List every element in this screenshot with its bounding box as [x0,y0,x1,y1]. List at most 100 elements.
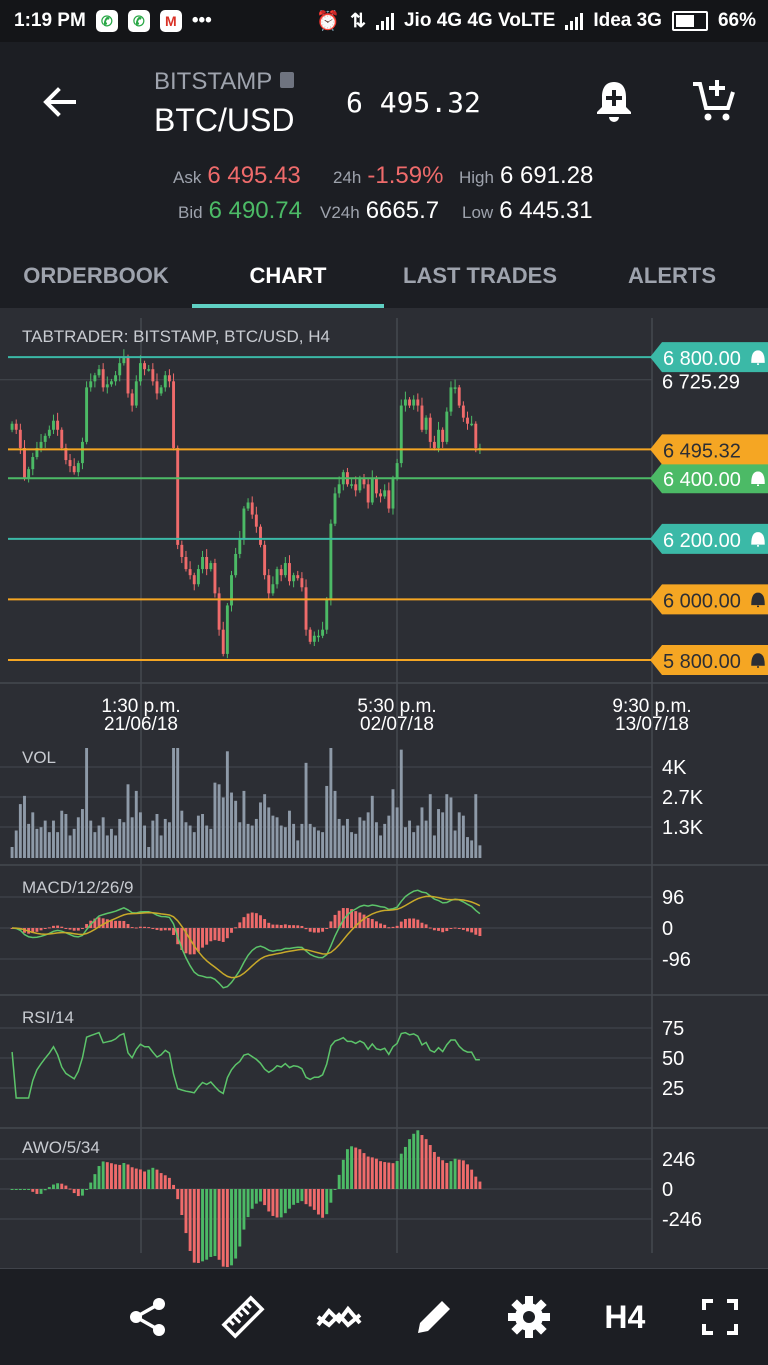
macd-histogram-bar [35,928,39,932]
awo-histogram-bar [283,1189,287,1214]
candle-body [408,399,411,406]
volume-bar [325,785,329,858]
awo-histogram-bar [362,1153,366,1189]
volume-bar [449,797,453,858]
rsi-line [11,1031,480,1099]
volume-bar [176,748,180,858]
awo-histogram-bar [118,1164,122,1189]
candle-body [138,363,142,382]
x-axis-time-label: 9:30 p.m. [612,696,691,717]
macd-histogram-bar [366,917,370,928]
share-button[interactable] [122,1291,174,1343]
alert-price-tag[interactable] [650,584,768,615]
volume-bar [221,797,225,858]
alert-price-tag[interactable] [650,342,768,373]
draw-button[interactable] [408,1291,460,1343]
awo-histogram-bar [441,1160,445,1189]
awo-histogram-bar [428,1145,432,1189]
awo-histogram-bar [172,1184,175,1189]
macd-histogram-bar [321,928,325,932]
awo-histogram-bar [76,1189,80,1197]
macd-histogram-bar [31,928,35,934]
volume-bar [379,835,383,858]
awo-histogram-bar [39,1189,43,1194]
indicators-button[interactable] [313,1291,365,1343]
awo-histogram-bar [312,1189,316,1210]
alert-price-tag[interactable] [650,644,768,675]
chart-area[interactable]: TABTRADER: BITSTAMP, BTC/USD, H4 6 725.29… [0,308,768,1268]
macd-histogram-bar [184,928,188,954]
timeframe-button[interactable]: H4 [604,1298,646,1335]
alert-bell-icon [751,592,765,608]
alert-price-tag[interactable] [650,523,768,554]
fullscreen-icon [702,1299,739,1335]
awo-histogram-bar [68,1188,72,1190]
macd-histogram-bar [428,927,432,929]
settings-button[interactable] [503,1291,555,1343]
macd-histogram-bar [172,928,175,936]
add-alert-bell-icon[interactable] [590,76,638,124]
candle-body [288,563,291,582]
volume-tick-label: 2.7K [662,787,704,809]
volume-bar [85,748,89,858]
awo-histogram-bar [184,1189,188,1234]
volume-bar [453,830,457,858]
awo-histogram-bar [424,1139,428,1189]
whatsapp-icon: ✆ [127,10,150,32]
awo-histogram-bar [97,1166,101,1189]
volume-bar [441,812,445,858]
volume-bar [234,800,238,858]
volume-bar [275,817,279,858]
add-to-portfolio-cart-icon[interactable] [690,76,738,124]
volume-bar [424,820,428,858]
macd-histogram-bar [167,928,171,931]
candle-body [176,447,180,545]
candle-body [85,387,89,442]
fullscreen-button[interactable] [694,1291,746,1343]
candle-body [428,417,432,442]
volume-bar [196,815,200,858]
awo-histogram-bar [292,1189,296,1205]
awo-histogram-bar [296,1189,300,1203]
macd-histogram-bar [209,928,213,942]
volume-bar [93,832,97,858]
volume-bar [474,794,478,858]
tab-last-trades[interactable]: LAST TRADES [403,263,557,288]
awo-histogram-bar [60,1183,64,1189]
price-chart[interactable]: TABTRADER: BITSTAMP, BTC/USD, H4 6 725.29… [0,308,768,1268]
x-axis-time-label: 5:30 p.m. [357,696,436,717]
tab-chart[interactable]: CHART [192,254,384,308]
awo-histogram-bar [453,1158,457,1189]
alert-price-tag[interactable] [650,463,768,494]
candle-body [466,417,469,424]
candle-body [453,387,457,389]
carrier-1: Jio 4G 4G VoLTE [403,10,556,31]
candle-body [217,593,221,630]
candle-body [304,587,308,630]
macd-histogram-bar [205,928,209,945]
volume-bar [362,820,366,858]
awo-histogram-bar [31,1189,35,1192]
tab-orderbook[interactable]: ORDERBOOK [23,263,169,288]
bid-value: 6 490.74 [208,197,302,224]
macd-histogram-bar [213,928,217,941]
macd-histogram-bar [134,927,138,929]
candle-body [64,447,68,461]
back-arrow-icon[interactable] [38,80,82,124]
awo-histogram-bar [366,1156,370,1189]
macd-histogram-bar [283,924,287,928]
measure-ruler-button[interactable] [217,1291,269,1343]
macd-tick-label: 96 [662,887,684,909]
macd-histogram-bar [93,918,97,928]
macd-histogram-bar [118,920,122,928]
tab-alerts[interactable]: ALERTS [628,263,716,288]
volume-bar [470,840,474,858]
more-notifications-icon: ••• [191,10,212,31]
awo-histogram-bar [437,1156,440,1189]
volume-bar [374,822,378,858]
macd-histogram-bar [81,928,84,929]
alert-price-label: 5 800.00 [663,651,741,673]
alert-price-label: 6 400.00 [663,469,741,491]
awo-histogram-bar [420,1135,424,1189]
last-price-label: 6 495.32 [663,440,741,462]
